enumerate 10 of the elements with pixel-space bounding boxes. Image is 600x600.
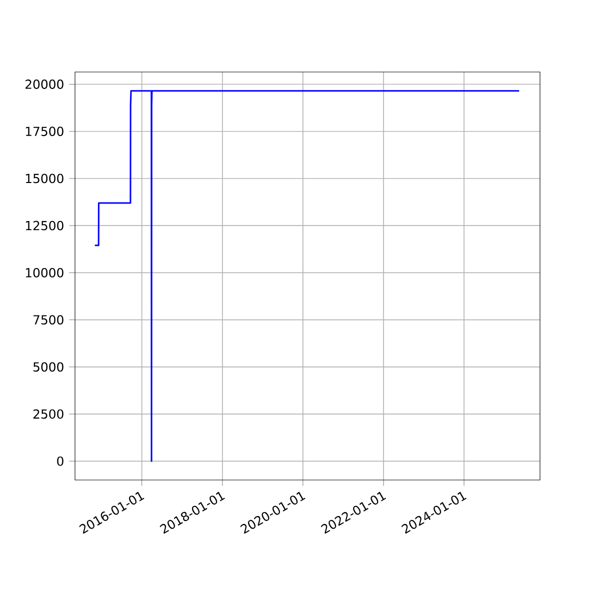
y-tick-label: 20000	[26, 80, 64, 89]
y-tick-label: 12500	[26, 220, 64, 230]
y-tick-label: 5000	[33, 362, 64, 372]
line-series	[94, 90, 520, 462]
y-tick-label: 15000	[26, 174, 64, 184]
y-tick-label: 0	[57, 456, 64, 466]
y-tick-label: 7500	[34, 315, 64, 325]
y-tick-label: 2500	[33, 409, 64, 419]
y-tick-label: 10000	[26, 268, 64, 278]
y-tick-label: 17500	[26, 126, 64, 136]
